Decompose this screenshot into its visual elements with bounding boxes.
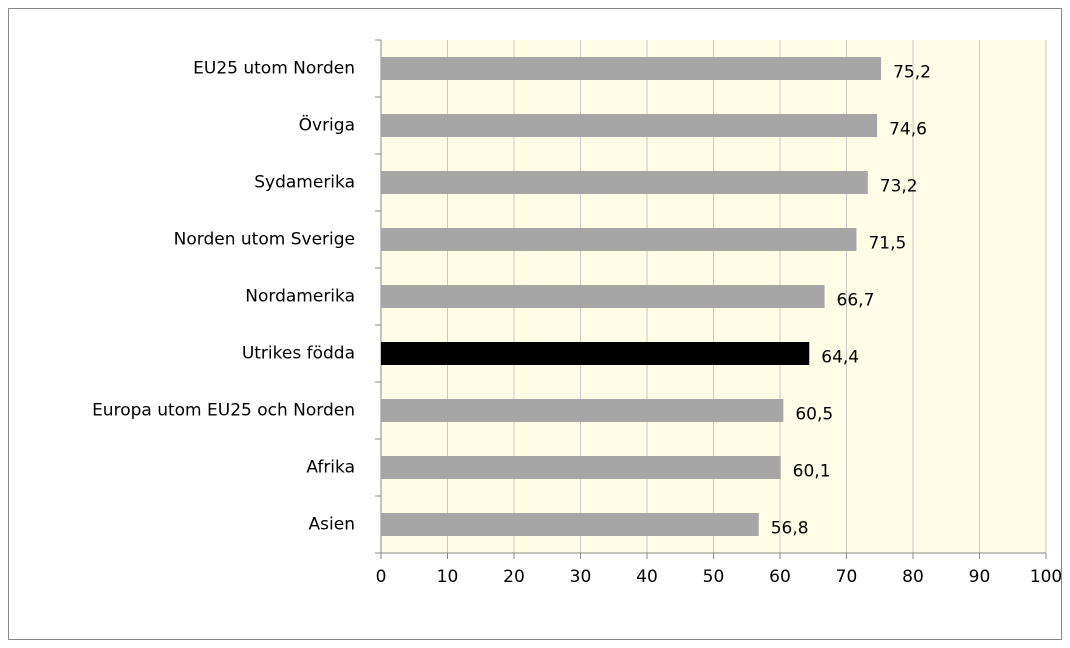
y-tick-label: EU25 utom Norden bbox=[193, 59, 355, 79]
x-tick-label: 80 bbox=[902, 567, 924, 587]
x-tick-label: 100 bbox=[1030, 567, 1062, 587]
value-label: 56,8 bbox=[771, 519, 809, 539]
x-tick-label: 20 bbox=[503, 567, 525, 587]
bar bbox=[381, 228, 857, 251]
x-tick-label: 40 bbox=[636, 567, 658, 587]
value-label: 60,1 bbox=[793, 462, 831, 482]
y-tick-label: Norden utom Sverige bbox=[174, 230, 355, 250]
bar bbox=[381, 171, 868, 194]
x-tick-label: 70 bbox=[836, 567, 858, 587]
value-label: 60,5 bbox=[795, 405, 833, 425]
x-tick-label: 50 bbox=[703, 567, 725, 587]
y-tick-label: Europa utom EU25 och Norden bbox=[92, 401, 355, 421]
value-label: 75,2 bbox=[893, 63, 931, 83]
y-tick-label: Asien bbox=[309, 515, 355, 535]
x-tick-label: 0 bbox=[376, 567, 387, 587]
x-tick-label: 90 bbox=[969, 567, 991, 587]
y-tick-label: Övriga bbox=[299, 114, 355, 136]
value-label: 71,5 bbox=[868, 234, 906, 254]
x-tick-label: 30 bbox=[570, 567, 592, 587]
value-label: 74,6 bbox=[889, 120, 927, 140]
bar bbox=[381, 513, 759, 536]
bar bbox=[381, 57, 882, 80]
y-tick-label: Nordamerika bbox=[245, 287, 355, 307]
y-tick-label: Sydamerika bbox=[254, 173, 355, 193]
y-tick-label: Utrikes födda bbox=[242, 344, 355, 364]
bar bbox=[381, 399, 784, 422]
value-label: 64,4 bbox=[821, 348, 859, 368]
bar bbox=[381, 285, 825, 308]
value-label: 73,2 bbox=[880, 177, 918, 197]
bar bbox=[381, 114, 878, 137]
x-tick-label: 10 bbox=[437, 567, 459, 587]
y-tick-label: Afrika bbox=[306, 458, 355, 478]
bar bbox=[381, 456, 781, 479]
x-tick-label: 60 bbox=[769, 567, 791, 587]
bar bbox=[381, 342, 810, 365]
value-label: 66,7 bbox=[837, 291, 875, 311]
